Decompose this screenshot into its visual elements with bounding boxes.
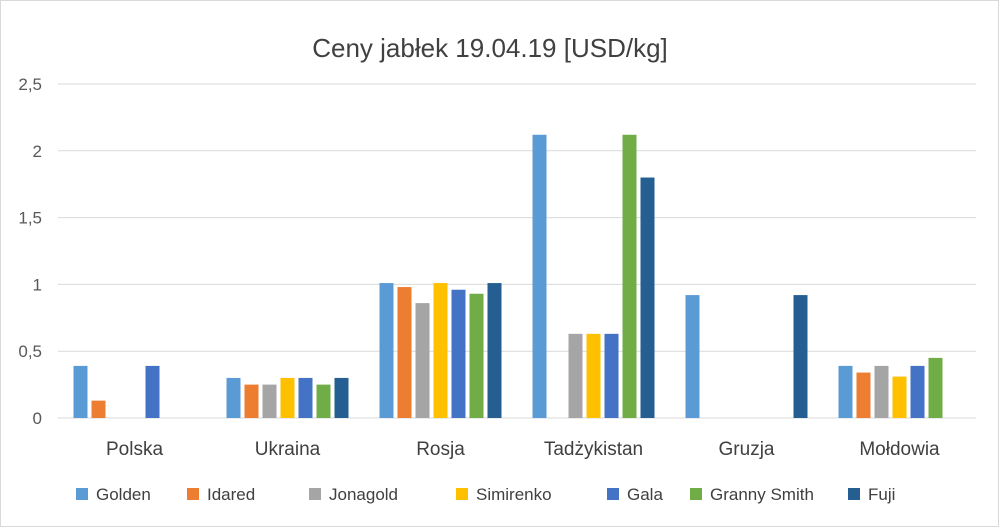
y-tick-label: 2 [33,142,42,161]
x-axis-ticks: Polska Ukraina Rosja Tadżykistan Gruzja Mołdo… [106,439,940,460]
y-tick-label: 1,5 [18,209,42,228]
legend-swatch [187,488,199,500]
bar-simirenko [586,333,601,418]
bar-granny-smith [928,357,943,418]
bar-fuji [487,283,502,418]
chart-title: Ceny jabłek 19.04.19 [USD/kg] [312,33,668,63]
bar-fuji [793,295,808,418]
legend-swatch [76,488,88,500]
bar-fuji [640,177,655,418]
y-tick-label: 2,5 [18,75,42,94]
legend-swatch [309,488,321,500]
bar-simirenko [433,283,448,418]
legend-swatch [848,488,860,500]
x-tick-label: Mołdowia [859,439,940,460]
bar-golden [685,295,700,418]
legend-swatch [456,488,468,500]
bar-gala [451,289,466,418]
legend-label: Fuji [868,485,895,504]
bar-golden [73,365,88,418]
gridlines [58,83,976,419]
legend-swatch [690,488,702,500]
bar-golden [838,365,853,418]
bar-gala [298,377,313,418]
bar-granny-smith [469,293,484,418]
legend-label: Jonagold [329,485,398,504]
bar-idared [856,372,871,418]
bar-idared [91,400,106,418]
bar-granny-smith [622,134,637,418]
legend-label: Granny Smith [710,485,814,504]
legend-label: Idared [207,485,255,504]
bar-granny-smith [316,384,331,418]
bar-golden [379,283,394,418]
bar-jonagold [262,384,277,418]
bar-gala [910,365,925,418]
y-axis-ticks: 0 0,5 1 1,5 2 2,5 [18,75,42,428]
x-tick-label: Tadżykistan [544,439,643,460]
bar-golden [226,377,241,418]
bar-simirenko [892,376,907,418]
bar-fuji [334,377,349,418]
bars [73,134,943,418]
bar-jonagold [874,365,889,418]
bar-jonagold [415,303,430,418]
legend-swatch [607,488,619,500]
x-tick-label: Gruzja [719,439,775,460]
x-tick-label: Polska [106,439,163,460]
bar-idared [397,287,412,418]
y-tick-label: 0,5 [18,342,42,361]
bar-gala [145,365,160,418]
x-tick-label: Ukraina [255,439,321,460]
legend-label: Golden [96,485,151,504]
y-tick-label: 1 [33,275,42,294]
bar-gala [604,333,619,418]
bar-idared [244,384,259,418]
y-tick-label: 0 [33,409,42,428]
x-tick-label: Rosja [416,439,465,460]
legend-label: Gala [627,485,663,504]
bar-simirenko [280,377,295,418]
bar-golden [532,134,547,418]
legend-label: Simirenko [476,485,552,504]
bar-jonagold [568,333,583,418]
legend: Golden Idared Jonagold Simirenko Gala Granny … [76,485,895,504]
